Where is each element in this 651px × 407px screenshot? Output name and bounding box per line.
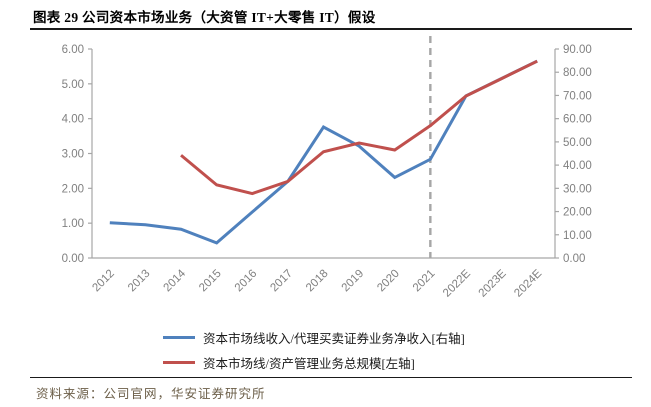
x-axis-tick-label: 2020 [375, 268, 402, 295]
y-axis-right-tick-label: 20.00 [563, 207, 592, 219]
y-axis-right-tick-label: 60.00 [563, 114, 592, 126]
y-axis-left-tick-label: 0.00 [62, 253, 84, 265]
legend-label-net-income: 资本市场线收入/代理买卖证券业务净收入[右轴] [203, 332, 465, 346]
x-axis-tick-label: 2016 [233, 268, 260, 295]
legend-item-aum-scale: 资本市场线/资产管理业务总规模[左轴] [163, 350, 465, 375]
y-axis-left-tick-label: 3.00 [62, 149, 84, 161]
red-series-line [180, 59, 538, 196]
y-axis-left-tick-label: 4.00 [62, 114, 84, 126]
x-axis-tick-label: 2012 [90, 268, 117, 295]
x-axis-tick-label: 2017 [268, 268, 295, 295]
footer-rule [30, 377, 632, 378]
y-axis-right-tick-label: 50.00 [563, 137, 592, 149]
x-axis-tick-label: 2022E [441, 267, 473, 299]
y-axis-right-tick-label: 10.00 [563, 230, 592, 242]
x-axis-tick-label: 2019 [340, 268, 367, 295]
x-axis-tick-label: 2014 [162, 267, 189, 294]
x-axis-tick-label: 2015 [197, 268, 224, 295]
x-axis-tick-label: 2013 [126, 268, 153, 295]
legend-item-net-income: 资本市场线收入/代理买卖证券业务净收入[右轴] [163, 325, 465, 350]
y-axis-right-tick-label: 80.00 [563, 67, 592, 79]
y-axis-right-tick-label: 0.00 [563, 253, 585, 265]
x-axis-tick-label: 2018 [304, 268, 331, 295]
y-axis-right-tick-label: 70.00 [563, 90, 592, 102]
y-axis-left-tick-label: 1.00 [62, 218, 84, 230]
chart-legend: 资本市场线收入/代理买卖证券业务净收入[右轴] 资本市场线/资产管理业务总规模[… [163, 325, 465, 375]
title-rule [30, 28, 632, 30]
legend-label-aum-scale: 资本市场线/资产管理业务总规模[左轴] [203, 357, 415, 371]
y-axis-right-tick-label: 40.00 [563, 160, 592, 172]
y-axis-left-tick-label: 5.00 [62, 79, 84, 91]
blue-line-swatch [163, 336, 195, 339]
y-axis-right-tick-label: 30.00 [563, 183, 592, 195]
y-axis-left-tick-label: 6.00 [62, 44, 84, 56]
source-note: 资料来源：公司官网，华安证券研究所 [36, 387, 266, 401]
y-axis-left-tick-label: 2.00 [62, 183, 84, 195]
figure-title: 图表 29 公司资本市场业务（大资管 IT+大零售 IT）假设 [33, 10, 376, 25]
red-line-swatch [163, 361, 195, 364]
x-axis-tick-label: 2024E [512, 267, 544, 299]
x-axis-tick-label: 2023E [477, 267, 509, 299]
dual-axis-line-chart: 0.00 1.00 2.00 3.00 4.00 5.00 6.00 0.00 10.00 20.… [62, 36, 592, 300]
y-axis-right-tick-label: 90.00 [563, 44, 592, 56]
x-axis-tick-label: 2021 [411, 268, 438, 295]
